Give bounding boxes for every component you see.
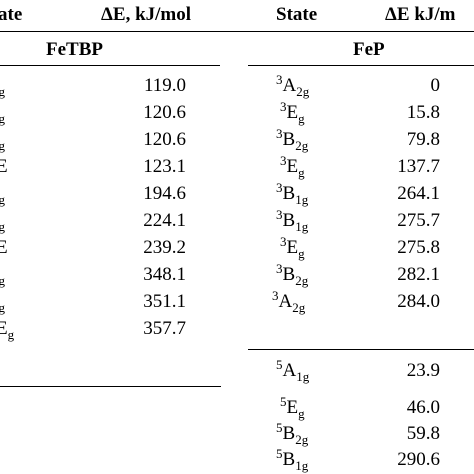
left-energy: 357.7: [143, 318, 186, 339]
left-state: 1g: [0, 300, 5, 315]
left-state: 1g: [0, 192, 5, 207]
right-state: 3B2g: [276, 261, 309, 288]
group-label-fep: FeP: [353, 39, 385, 60]
header-right-state: State: [276, 4, 318, 25]
right-state: 3B1g: [276, 180, 309, 207]
left-energy: 194.6: [143, 183, 186, 204]
right-state: 5B1g: [276, 446, 309, 473]
right-mid-rule: [248, 349, 474, 350]
right-energy: 137.7: [397, 156, 440, 177]
right-energy: 59.8: [406, 423, 440, 444]
left-energy: 123.1: [143, 156, 186, 177]
right-state: 3A2g: [276, 72, 310, 99]
right-state: 5Eg: [280, 394, 305, 421]
header-left-energy: ΔE, kJ/mol: [101, 4, 192, 25]
right-energy: 0: [430, 75, 441, 96]
right-state: 3Eg: [280, 99, 305, 126]
right-energy: 79.8: [406, 129, 440, 150]
left-energy: 348.1: [143, 264, 186, 285]
header-rule: [0, 31, 474, 32]
group-rule-right: [248, 65, 474, 66]
left-state: 1g: [0, 84, 5, 99]
left-state: E: [0, 237, 8, 258]
right-state: 5B2g: [276, 420, 309, 447]
left-state: 2g: [0, 219, 5, 234]
right-energy: 15.8: [406, 102, 440, 123]
right-state: 3A2g: [272, 288, 306, 315]
right-state: 5A1g: [276, 357, 310, 384]
right-energy: 290.6: [397, 449, 440, 470]
right-energy: 264.1: [397, 183, 440, 204]
left-energy: 224.1: [143, 210, 186, 231]
left-state: 1g: [0, 138, 5, 153]
left-energy: 120.6: [143, 129, 186, 150]
left-state: 1g: [0, 273, 5, 288]
right-state: 3B2g: [276, 126, 309, 153]
right-state: 3B1g: [276, 207, 309, 234]
right-energy: 46.0: [406, 397, 440, 418]
left-bottom-rule: [0, 386, 221, 387]
right-energy: 275.7: [397, 210, 440, 231]
left-state: Eg: [0, 318, 15, 342]
left-energy: 351.1: [143, 291, 186, 312]
right-state: 3Eg: [280, 234, 305, 261]
right-energy: 284.0: [397, 291, 440, 312]
right-energy: 275.8: [397, 237, 440, 258]
header-left-state: ate: [0, 4, 23, 25]
group-label-fetbp: FeTBP: [46, 39, 103, 60]
header-right-energy: ΔE kJ/m: [385, 4, 456, 25]
left-state: 2g: [0, 111, 5, 126]
left-energy: 119.0: [143, 75, 186, 96]
right-state: 3Eg: [280, 153, 305, 180]
right-energy: 282.1: [397, 264, 440, 285]
group-rule-left: [0, 65, 220, 66]
left-energy: 120.6: [143, 102, 186, 123]
right-energy: 23.9: [406, 360, 440, 381]
left-state: E: [0, 156, 8, 177]
left-energy: 239.2: [143, 237, 186, 258]
